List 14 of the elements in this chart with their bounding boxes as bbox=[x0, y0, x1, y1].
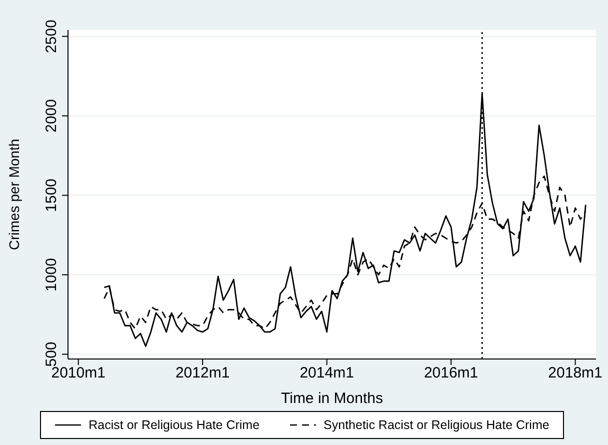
legend-label: Racist or Religious Hate Crime bbox=[88, 418, 260, 432]
y-tick-label: 1500 bbox=[43, 178, 60, 212]
x-tick-label: 2018m1 bbox=[548, 364, 602, 382]
legend-label: Synthetic Racist or Religious Hate Crime bbox=[324, 418, 550, 432]
y-tick-label: 1000 bbox=[43, 258, 60, 292]
x-tick-label: 2016m1 bbox=[424, 364, 478, 382]
y-tick-label: 2500 bbox=[43, 20, 60, 54]
x-tick-label: 2012m1 bbox=[175, 364, 230, 382]
y-tick-label: 500 bbox=[43, 342, 60, 367]
x-tick-label: 2014m1 bbox=[300, 364, 354, 382]
x-tick-label: 2010m1 bbox=[51, 364, 106, 382]
y-tick-label: 2000 bbox=[43, 99, 60, 133]
y-axis-title: Crimes per Month bbox=[6, 138, 22, 250]
x-axis-title: Time in Months bbox=[281, 390, 383, 407]
